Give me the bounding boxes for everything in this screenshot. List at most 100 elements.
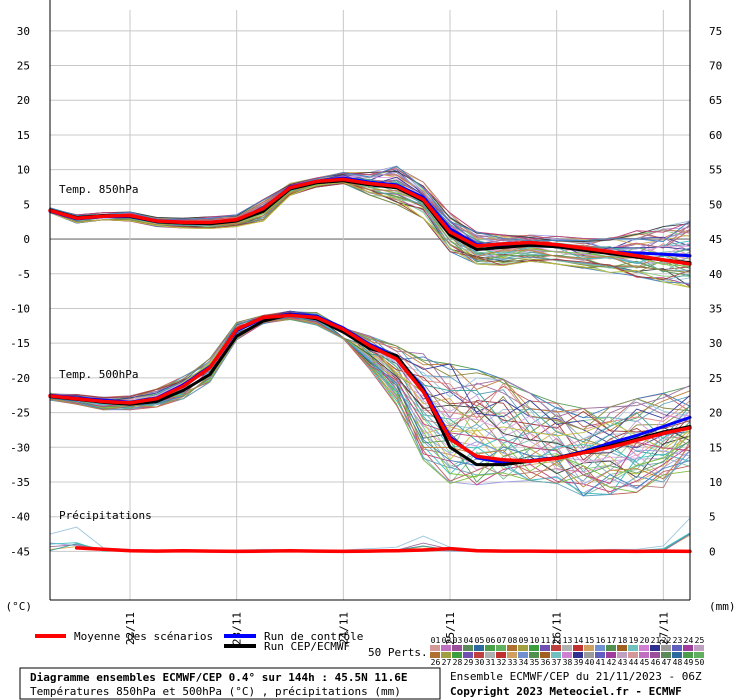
pert-swatch	[540, 645, 550, 651]
pert-number: 23	[673, 636, 683, 645]
pert-number: 20	[640, 636, 650, 645]
ensemble-member-t850	[49, 182, 691, 289]
pert-number: 30	[475, 658, 485, 667]
pert-swatch	[518, 645, 528, 651]
pert-number: 48	[673, 658, 683, 667]
panel-labels: Temp. 850hPa Temp. 500hPa Précipitations	[59, 183, 152, 522]
pert-swatch	[661, 652, 671, 658]
x-tick-label: 22/11	[124, 612, 137, 645]
pert-swatch	[452, 645, 462, 651]
pert-number: 33	[508, 658, 518, 667]
ensemble-member-t500	[49, 313, 691, 443]
right-tick-label: 35	[709, 302, 722, 315]
pert-swatch	[485, 645, 495, 651]
x-tick-label: 27/11	[657, 612, 670, 645]
pert-swatch	[529, 652, 539, 658]
pert-swatch	[507, 645, 517, 651]
pert-number: 06	[486, 636, 496, 645]
pert-number: 45	[640, 658, 650, 667]
left-tick-label: -15	[10, 337, 30, 350]
pert-swatch	[518, 652, 528, 658]
pert-number: 50	[695, 658, 705, 667]
pert-swatch	[584, 645, 594, 651]
pert-swatch	[639, 645, 649, 651]
pert-swatch	[573, 652, 583, 658]
right-tick-label: 55	[709, 164, 722, 177]
right-tick-label: 45	[709, 233, 722, 246]
pert-number: 43	[618, 658, 628, 667]
pert-swatch	[562, 652, 572, 658]
pert-number: 10	[530, 636, 540, 645]
pert-number: 32	[497, 658, 507, 667]
ensemble-member-t500	[49, 311, 691, 418]
pert-number: 01	[431, 636, 441, 645]
legend-perts-label: 50 Perts.	[368, 646, 428, 659]
right-unit-label: (mm)	[709, 600, 736, 613]
right-tick-label: 0	[709, 545, 716, 558]
left-tick-label: 0	[23, 233, 30, 246]
pert-number: 29	[464, 658, 474, 667]
footer-subtitle: Températures 850hPa et 500hPa (°C) , pré…	[30, 685, 401, 698]
pert-swatch	[650, 652, 660, 658]
pert-swatch	[606, 652, 616, 658]
ensemble-member-t500	[49, 316, 691, 497]
pert-swatch	[507, 652, 517, 658]
pert-swatch	[496, 652, 506, 658]
ensemble-member-t850	[49, 170, 691, 242]
right-tick-label: 40	[709, 268, 722, 281]
main-series-lines	[48, 176, 692, 554]
left-tick-label: -5	[17, 268, 30, 281]
left-tick-label: 15	[17, 129, 30, 142]
pert-number: 42	[607, 658, 617, 667]
pert-number: 26	[431, 658, 441, 667]
pert-swatch	[606, 645, 616, 651]
pert-number: 37	[552, 658, 562, 667]
pert-number: 46	[651, 658, 661, 667]
pert-number: 07	[497, 636, 507, 645]
pert-swatch	[441, 652, 451, 658]
pert-number: 08	[508, 636, 518, 645]
pert-number: 09	[519, 636, 529, 645]
right-tick-label: 50	[709, 198, 722, 211]
pert-swatch	[661, 645, 671, 651]
pert-swatch	[540, 652, 550, 658]
pert-number: 04	[464, 636, 474, 645]
mean-line-t850	[48, 177, 692, 266]
pert-swatch	[628, 652, 638, 658]
left-tick-label: -25	[10, 407, 30, 420]
right-tick-label: 30	[709, 337, 722, 350]
pert-number: 15	[585, 636, 595, 645]
pert-number: 19	[629, 636, 639, 645]
pert-swatch	[452, 652, 462, 658]
left-tick-label: 20	[17, 94, 30, 107]
legend: Moyenne des scénarios Run de contrôleRun …	[35, 630, 704, 667]
pert-swatch	[474, 645, 484, 651]
pert-swatch	[474, 652, 484, 658]
footer-title: Diagramme ensembles ECMWF/CEP 0.4° sur 1…	[30, 671, 408, 684]
pert-swatch	[639, 652, 649, 658]
left-tick-label: -35	[10, 476, 30, 489]
pert-number: 11	[541, 636, 551, 645]
pert-number: 24	[684, 636, 694, 645]
left-unit-label: (°C)	[6, 600, 33, 613]
right-tick-label: 10	[709, 476, 722, 489]
pert-number: 40	[585, 658, 595, 667]
pert-number: 35	[530, 658, 540, 667]
right-tick-label: 65	[709, 94, 722, 107]
pert-number: 03	[453, 636, 463, 645]
pert-swatch	[485, 652, 495, 658]
pert-swatch	[529, 645, 539, 651]
pert-swatch	[595, 645, 605, 651]
pert-number: 34	[519, 658, 529, 667]
right-tick-label: 25	[709, 372, 722, 385]
pert-swatch	[584, 652, 594, 658]
mean-line-precip	[74, 546, 692, 554]
pert-swatch	[562, 645, 572, 651]
pert-swatch	[683, 652, 693, 658]
right-tick-label: 5	[709, 511, 716, 524]
t850-panel-label: Temp. 850hPa	[59, 183, 138, 196]
pert-number: 14	[574, 636, 584, 645]
pert-swatch	[683, 645, 693, 651]
mean-line-t500	[48, 313, 692, 463]
x-tick-label: 25/11	[444, 612, 457, 645]
